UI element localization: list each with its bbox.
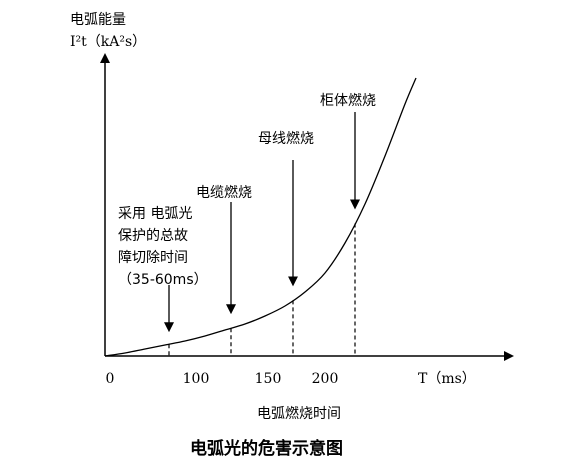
- figure-caption: 电弧光的危害示意图: [190, 438, 343, 459]
- x-tick-label: 100: [183, 371, 210, 387]
- x-tick-label: 150: [255, 371, 282, 387]
- x-tick-labels: 0 100 150 200: [106, 371, 339, 387]
- y-axis-label-line2: I²t（kA²s）: [70, 34, 146, 50]
- event-cabinet: 柜体燃烧: [320, 92, 376, 356]
- event-protection-label: 障切除时间: [118, 250, 188, 266]
- time-axis-caption: 电弧燃烧时间: [257, 405, 341, 422]
- event-protection-label: （35-60ms）: [118, 272, 208, 288]
- event-cabinet-label: 柜体燃烧: [320, 92, 376, 109]
- arc-energy-curve: [104, 77, 417, 357]
- y-axis-label-line1: 电弧能量: [70, 12, 126, 28]
- event-busbar: 母线燃烧: [258, 130, 314, 356]
- x-tick-label: 0: [106, 371, 115, 387]
- event-cable: 电缆燃烧: [196, 184, 252, 356]
- event-busbar-label: 母线燃烧: [258, 130, 314, 147]
- event-cable-label: 电缆燃烧: [196, 184, 252, 201]
- x-tick-label: 200: [312, 371, 339, 387]
- event-protection-label: 保护的总故: [118, 228, 188, 244]
- event-protection-label: 采用 电弧光: [118, 206, 192, 222]
- x-axis-label: T（ms）: [418, 371, 476, 387]
